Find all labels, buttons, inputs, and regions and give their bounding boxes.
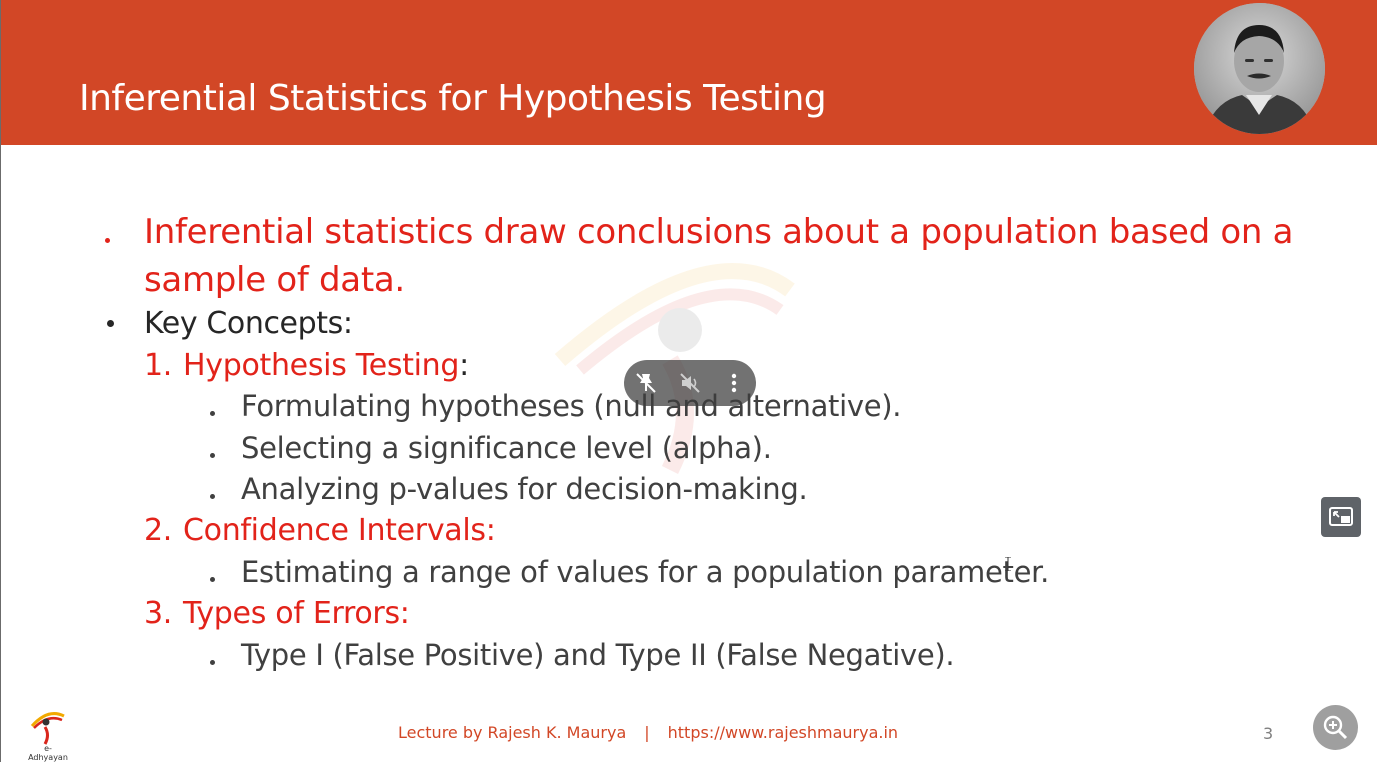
section-1-number: 1. xyxy=(144,348,173,383)
section-1-heading: Hypothesis Testing: xyxy=(183,348,469,383)
presenter-avatar xyxy=(1194,3,1325,134)
list-item: Analyzing p-values for decision-making. xyxy=(241,472,808,506)
section-1-heading-suffix: : xyxy=(459,348,469,383)
section-2-heading: Confidence Intervals: xyxy=(183,513,496,548)
slide-edge xyxy=(0,0,1,762)
bullet xyxy=(210,494,215,499)
intro-line-1: Inferential statistics draw conclusions … xyxy=(144,212,1294,252)
footer-lecturer: Lecture by Rajesh K. Maurya xyxy=(398,723,627,742)
list-item: Formulating hypotheses (null and alterna… xyxy=(241,389,902,423)
unpin-icon[interactable] xyxy=(632,369,660,397)
eadhyayan-logo-icon xyxy=(26,710,70,756)
page-number: 3 xyxy=(1263,724,1274,743)
volume-muted-icon[interactable] xyxy=(676,369,704,397)
bullet xyxy=(210,660,215,665)
list-item: Type I (False Positive) and Type II (Fal… xyxy=(241,638,955,672)
section-3-heading: Types of Errors: xyxy=(183,596,410,631)
footer-url[interactable]: https://www.rajeshmaurya.in xyxy=(667,723,899,742)
bullet xyxy=(105,238,110,243)
list-item: Selecting a significance level (alpha). xyxy=(241,431,772,465)
section-2-number: 2. xyxy=(144,513,173,548)
video-overlay-toolbar xyxy=(624,360,756,406)
key-concepts-label: Key Concepts: xyxy=(144,306,353,341)
slide-title: Inferential Statistics for Hypothesis Te… xyxy=(79,78,827,119)
footer-separator: | xyxy=(644,723,650,742)
bullet xyxy=(210,453,215,458)
bullet xyxy=(107,320,114,327)
section-1-heading-text: Hypothesis Testing xyxy=(183,348,460,383)
bullet xyxy=(210,577,215,582)
slide-footer: Lecture by Rajesh K. Maurya | https://www.… xyxy=(398,723,898,742)
text-cursor-icon xyxy=(1005,556,1011,572)
more-options-icon[interactable] xyxy=(720,369,748,397)
bullet xyxy=(210,411,215,416)
section-3-number: 3. xyxy=(144,596,173,631)
slide-header xyxy=(1,0,1377,145)
intro-line-2: sample of data. xyxy=(144,260,405,300)
zoom-in-icon[interactable] xyxy=(1313,705,1358,750)
presenter-photo xyxy=(1194,3,1325,134)
list-item: Estimating a range of values for a popul… xyxy=(241,555,1050,589)
picture-in-picture-icon[interactable] xyxy=(1321,497,1361,537)
logo-label: e-Adhyayan xyxy=(28,744,68,762)
